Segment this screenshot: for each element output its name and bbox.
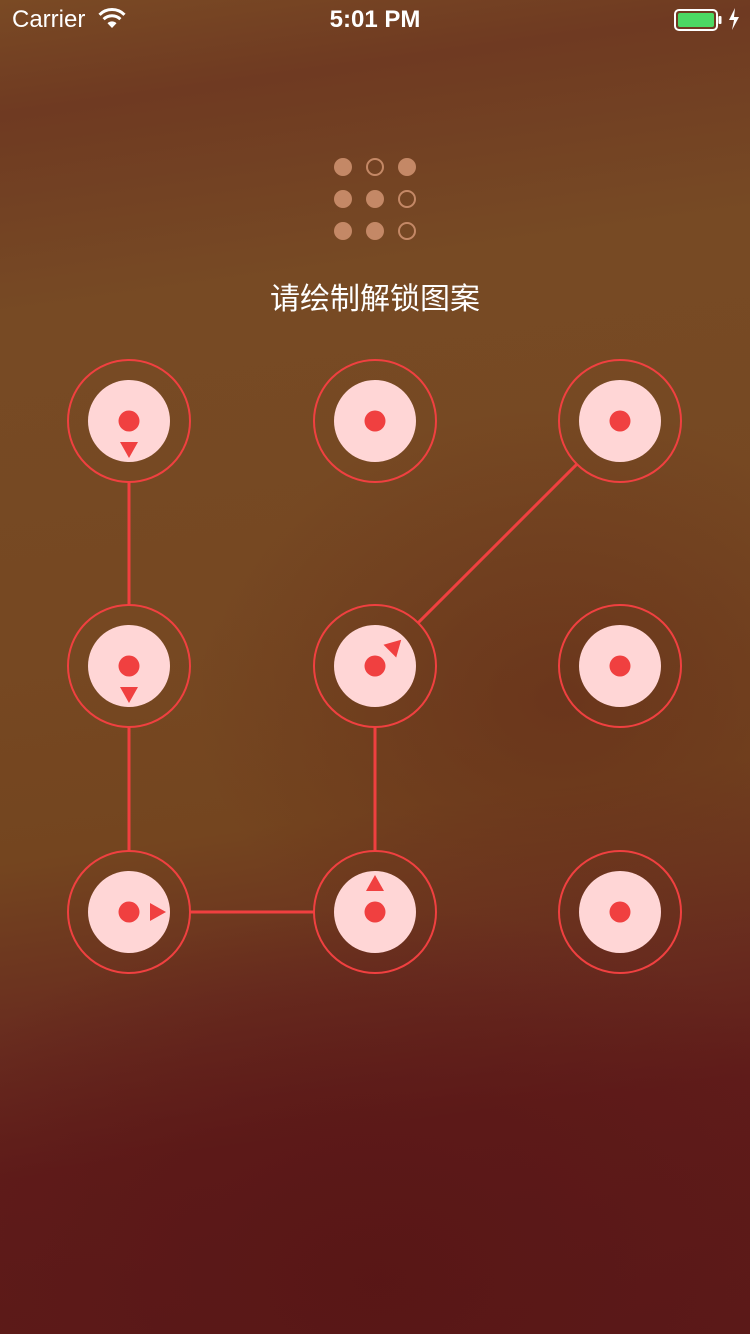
charging-bolt-icon <box>729 8 739 30</box>
pattern-preview <box>328 152 422 246</box>
carrier-label: Carrier <box>12 6 86 33</box>
node-outer-ring <box>67 359 191 483</box>
preview-dot <box>398 158 416 176</box>
pattern-node[interactable] <box>558 850 682 974</box>
prompt-text: 请绘制解锁图案 <box>270 283 480 316</box>
preview-dot <box>366 222 384 240</box>
node-center-dot <box>609 410 631 432</box>
preview-dot <box>366 158 384 176</box>
battery-icon <box>674 9 722 31</box>
node-outer-ring <box>67 850 191 974</box>
node-center-dot <box>118 410 140 432</box>
pattern-node[interactable] <box>558 359 682 483</box>
preview-dot <box>334 222 352 240</box>
node-center-dot <box>364 410 386 432</box>
preview-dot <box>366 190 384 208</box>
preview-dot <box>334 190 352 208</box>
node-center-dot <box>609 901 631 923</box>
direction-arrow-icon <box>120 442 138 458</box>
direction-arrow-icon <box>150 903 166 921</box>
node-center-dot <box>118 901 140 923</box>
node-outer-ring <box>558 359 682 483</box>
wifi-icon <box>98 8 126 28</box>
node-center-dot <box>364 655 386 677</box>
pattern-node[interactable] <box>67 359 191 483</box>
pattern-node[interactable] <box>313 604 437 728</box>
node-center-dot <box>609 655 631 677</box>
pattern-node[interactable] <box>67 604 191 728</box>
preview-dot <box>398 222 416 240</box>
node-outer-ring <box>558 604 682 728</box>
node-center-dot <box>118 655 140 677</box>
node-outer-ring <box>313 850 437 974</box>
node-outer-ring <box>313 359 437 483</box>
direction-arrow-icon <box>383 639 402 658</box>
node-outer-ring <box>558 850 682 974</box>
pattern-node[interactable] <box>558 604 682 728</box>
status-bar: Carrier 5:01 PM <box>0 0 750 40</box>
direction-arrow-icon <box>120 687 138 703</box>
node-center-dot <box>364 901 386 923</box>
pattern-node[interactable] <box>313 359 437 483</box>
pattern-node[interactable] <box>67 850 191 974</box>
preview-dot <box>334 158 352 176</box>
node-outer-ring <box>313 604 437 728</box>
node-outer-ring <box>67 604 191 728</box>
pattern-node[interactable] <box>313 850 437 974</box>
preview-dot <box>398 190 416 208</box>
pattern-line <box>417 463 578 624</box>
direction-arrow-icon <box>366 875 384 891</box>
status-time: 5:01 PM <box>329 6 421 33</box>
